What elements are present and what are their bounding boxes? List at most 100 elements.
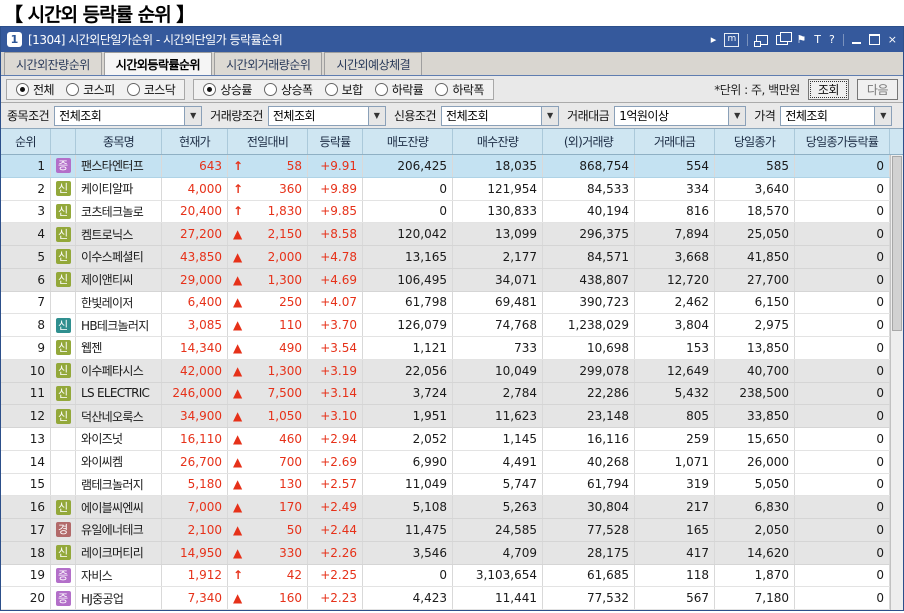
table-row[interactable]: 18 신 레이크머티리 14,950 ▲ 330 +2.26 3,546 4,709 28,175… xyxy=(1,541,890,565)
minimize-button[interactable] xyxy=(851,36,861,44)
table-row[interactable]: 6 신 제이앤티씨 29,000 ▲ 1,300 +4.69 106,495 34,071 438… xyxy=(1,268,890,292)
vol-cell: 84,533 xyxy=(543,177,635,200)
close-cell: 40,700 xyxy=(715,359,795,382)
vol-cell: 61,794 xyxy=(543,473,635,496)
screen-lock-icon[interactable]: ⚑ xyxy=(796,33,807,46)
stock-flag-icon: 증 xyxy=(55,158,71,174)
header-badge[interactable] xyxy=(51,129,76,154)
titlebar-divider xyxy=(842,33,844,46)
filter-select-3[interactable]: 전체조회 ▼ xyxy=(441,105,560,126)
header-rate[interactable]: 등락률 xyxy=(308,129,363,154)
chevron-down-icon[interactable]: ▼ xyxy=(728,106,746,125)
help-icon[interactable]: ? xyxy=(828,33,835,46)
vol-cell: 390,723 xyxy=(543,291,635,314)
tab-2[interactable]: 시간외등락률순위 xyxy=(103,52,213,75)
next-button[interactable]: 다음 xyxy=(856,78,898,100)
amount-cell: 259 xyxy=(635,428,715,450)
name-cell: 와이씨켐 xyxy=(76,450,162,473)
sort_radios-5[interactable]: 하락폭 xyxy=(435,81,484,98)
font-size-icon[interactable]: T xyxy=(814,33,821,46)
market_radios-2[interactable]: 코스피 xyxy=(66,81,115,98)
table-row[interactable]: 14 와이씨켐 26,700 ▲ 700 +2.69 6,990 4,491 40,268 1,0… xyxy=(1,450,890,474)
market_radios-3[interactable]: 코스닥 xyxy=(126,81,176,98)
table-row[interactable]: 5 신 이수스페셜티 43,850 ▲ 2,000 +4.78 13,165 2,177 84,5… xyxy=(1,246,890,269)
memo-icon[interactable]: m xyxy=(724,32,740,47)
expand-arrow-icon[interactable]: ▸ xyxy=(710,33,717,46)
radio-label: 상승폭 xyxy=(280,82,313,97)
sort_radios-2[interactable]: 상승폭 xyxy=(263,81,313,98)
chevron-down-icon[interactable]: ▼ xyxy=(184,106,202,125)
header-price[interactable]: 현재가 xyxy=(162,129,228,154)
chevron-down-icon[interactable]: ▼ xyxy=(874,106,892,125)
table-row[interactable]: 12 신 덕산네오룩스 34,900 ▲ 1,050 +3.10 1,951 11,623 23,… xyxy=(1,405,890,428)
tab-3[interactable]: 시간외거래량순위 xyxy=(214,52,323,75)
table-row[interactable]: 9 신 웹젠 14,340 ▲ 490 +3.54 1,121 733 10,698 153 13,8… xyxy=(1,337,890,360)
header-name[interactable]: 종목명 xyxy=(76,129,162,154)
radio-label: 하락폭 xyxy=(452,82,484,97)
tab-1[interactable]: 시간외잔량순위 xyxy=(4,52,102,75)
tab-4[interactable]: 시간외예상체결 xyxy=(324,52,423,75)
vol-cell: 299,078 xyxy=(543,359,635,382)
radio-dot-icon xyxy=(435,82,449,96)
name-cell: 한빛레이저 xyxy=(76,291,162,314)
table-row[interactable]: 13 와이즈넛 16,110 ▲ 460 +2.94 2,052 1,145 16,116 259… xyxy=(1,428,890,451)
close-button[interactable]: × xyxy=(887,33,897,46)
table-row[interactable]: 8 신 HB테크놀러지 3,085 ▲ 110 +3.70 126,079 74,768 1,23… xyxy=(1,314,890,337)
popout-icon[interactable] xyxy=(754,34,769,47)
sort_radios-3[interactable]: 보합 xyxy=(324,81,363,98)
table-row[interactable]: 2 신 케이티알파 4,000 ↑ 360 +9.89 0 121,954 84,533 334 3,… xyxy=(1,177,890,201)
header-rank[interactable]: 순위 xyxy=(1,129,51,154)
close_rate-cell: 0 xyxy=(795,382,890,405)
header-change[interactable]: 전일대비 xyxy=(228,129,308,154)
table-row[interactable]: 3 신 코츠테크놀로 20,400 ↑ 1,830 +9.85 0 130,833 40,194 8… xyxy=(1,200,890,224)
badge-cell: 신 xyxy=(51,541,76,564)
header-bid[interactable]: 매수잔량 xyxy=(453,129,543,154)
table-row[interactable]: 20 증 HJ중공업 7,340 ▲ 160 +2.23 4,423 11,441 77,532 5… xyxy=(1,587,890,610)
filter-select-5[interactable]: 전체조회 ▼ xyxy=(780,105,893,126)
change-cell: ▲ 1,050 xyxy=(228,405,308,427)
table-row[interactable]: 16 신 에이블씨엔씨 7,000 ▲ 170 +2.49 5,108 5,263 30,804 2… xyxy=(1,496,890,519)
vertical-scrollbar[interactable] xyxy=(890,155,903,610)
condition-row: 전체 코스피 코스닥 상승률 상승폭 보합 하락률 하락폭 *단위 : 주, 백만원 조회 … xyxy=(1,76,903,103)
rank-cell: 2 xyxy=(1,177,51,200)
price-cell: 14,340 xyxy=(162,337,228,359)
radio-dot-icon xyxy=(263,82,277,96)
query-button[interactable]: 조회 xyxy=(807,78,849,100)
sort_radios-1[interactable]: 상승률 xyxy=(203,81,252,98)
close-cell: 3,640 xyxy=(715,177,795,200)
filter-select-2[interactable]: 전체조회 ▼ xyxy=(267,105,386,126)
chevron-down-icon[interactable]: ▼ xyxy=(541,106,559,125)
header-vol[interactable]: (외)거래량 xyxy=(543,129,635,154)
ask-cell: 61,798 xyxy=(363,291,453,314)
rank-cell: 17 xyxy=(1,519,51,541)
filter-select-4[interactable]: 1억원이상 ▼ xyxy=(614,105,747,126)
header-close_rate[interactable]: 당일종가등락률 xyxy=(795,129,890,154)
rank-cell: 20 xyxy=(1,587,51,609)
table-row[interactable]: 15 램테크놀러지 5,180 ▲ 130 +2.57 11,049 5,747 61,794 3… xyxy=(1,473,890,497)
table-row[interactable]: 17 경 유일에너테크 2,100 ▲ 50 +2.44 11,475 24,585 77,528… xyxy=(1,519,890,542)
filter-row: 종목조건 전체조회 ▼ 거래량조건 전체조회 ▼ 신용조건 전체조회 ▼ 거래대금 1억원이상 ▼ 가격… xyxy=(1,103,903,129)
table-row[interactable]: 7 한빛레이저 6,400 ▲ 250 +4.07 61,798 69,481 390,723 2… xyxy=(1,291,890,315)
maximize-button[interactable] xyxy=(868,34,880,45)
change-value: 2,000 xyxy=(267,249,302,264)
table-row[interactable]: 19 증 자비스 1,912 ↑ 42 +2.25 0 3,103,654 61,685 118 1,… xyxy=(1,564,890,588)
name-cell: 덕산네오룩스 xyxy=(76,405,162,427)
stock-flag-icon: 신 xyxy=(55,408,71,424)
table-row[interactable]: 1 증 팬스타엔터프 643 ↑ 58 +9.91 206,425 18,035 868,754 5… xyxy=(1,155,890,178)
rank-cell: 18 xyxy=(1,541,51,564)
market_radios-1[interactable]: 전체 xyxy=(16,81,55,98)
table-row[interactable]: 10 신 이수페타시스 42,000 ▲ 1,300 +3.19 22,056 10,049 29… xyxy=(1,359,890,383)
table-row[interactable]: 4 신 켐트로닉스 27,200 ▲ 2,150 +8.58 120,042 13,099 296… xyxy=(1,223,890,246)
close_rate-cell: 0 xyxy=(795,155,890,177)
app-window: 1 [1304] 시간외단일가순위 - 시간외단일가 등락률순위 ▸ m ⚑ T… xyxy=(0,26,904,611)
sort_radios-4[interactable]: 하락률 xyxy=(374,81,424,98)
cascade-icon[interactable] xyxy=(776,31,793,45)
rank-cell: 4 xyxy=(1,223,51,245)
scrollbar-thumb[interactable] xyxy=(892,156,902,331)
header-amount[interactable]: 거래대금 xyxy=(635,129,715,154)
header-ask[interactable]: 매도잔량 xyxy=(363,129,453,154)
chevron-down-icon[interactable]: ▼ xyxy=(367,106,385,125)
filter-select-1[interactable]: 전체조회 ▼ xyxy=(54,105,203,126)
table-row[interactable]: 11 신 LS ELECTRIC 246,000 ▲ 7,500 +3.14 3,724 2,7… xyxy=(1,382,890,406)
header-close[interactable]: 당일종가 xyxy=(715,129,795,154)
